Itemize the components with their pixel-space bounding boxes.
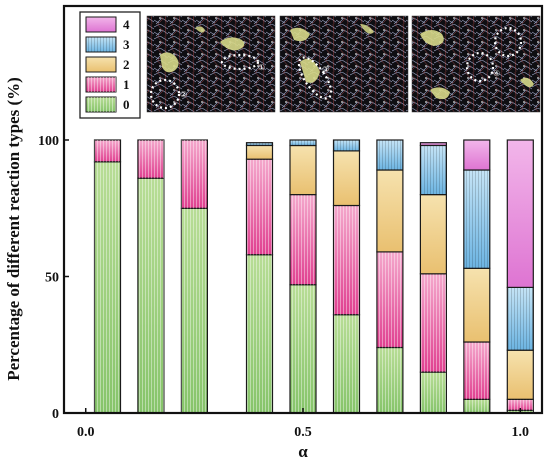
legend-label-2: 2 <box>123 57 130 72</box>
bar-segment-hatch <box>290 194 316 285</box>
bar-segment-hatch <box>333 205 360 315</box>
bar-segment-hatch <box>94 161 121 413</box>
bar-segment-hatch <box>94 140 121 162</box>
legend-swatch-4 <box>85 16 117 33</box>
bar-segment-hatch <box>290 284 316 413</box>
bar-segment-hatch <box>181 140 208 209</box>
y-tick-label: 100 <box>38 134 59 149</box>
bar-segment-hatch <box>333 140 360 151</box>
bar-segment-hatch <box>376 140 403 170</box>
bar-segment-type-2 <box>463 267 491 343</box>
bar-segment-hatch <box>463 342 490 400</box>
inset-tag-2: ① <box>258 63 265 72</box>
inset-images: ② ① ③ ④ <box>146 15 541 113</box>
x-axis-title: α <box>298 442 308 461</box>
inset-tag-3: ③ <box>322 65 329 74</box>
bar-segment-hatch <box>420 372 447 413</box>
bar-segment-hatch <box>507 287 534 351</box>
legend-swatch-hatch <box>86 77 116 92</box>
bar-segment-hatch <box>376 251 403 348</box>
bar-segment-hatch <box>137 140 164 179</box>
bar-segment-hatch <box>246 142 273 146</box>
inset-image-2: ③ <box>279 15 409 113</box>
bar-segment-hatch <box>246 159 273 255</box>
bars-layer <box>93 139 534 414</box>
inset-image-3: ④ <box>411 15 541 113</box>
bar-segment-hatch <box>181 208 208 414</box>
x-tick-label: 1.0 <box>512 425 530 440</box>
y-tick-label: 0 <box>52 407 59 422</box>
legend-swatch-hatch <box>86 97 116 112</box>
y-tick-label: 50 <box>45 271 59 286</box>
inset-image-1: ② ① <box>146 15 276 113</box>
inset-tag-1: ② <box>180 90 187 99</box>
x-tick-label: 0.5 <box>294 425 312 440</box>
bar-segment-hatch <box>420 145 447 195</box>
bar-segment-hatch <box>376 347 403 413</box>
legend-label-0: 0 <box>123 97 130 112</box>
bar-segment-hatch <box>290 140 316 146</box>
bar-segment-hatch <box>137 178 164 413</box>
bar-segment-hatch <box>463 170 490 269</box>
legend-label-4: 4 <box>123 17 130 32</box>
bar-segment-type-2 <box>332 150 361 207</box>
bar-segment-type-4 <box>463 139 491 171</box>
bar-segment-type-2 <box>506 349 534 400</box>
bar-segment-hatch <box>507 399 534 411</box>
bar-segment-type-4 <box>506 139 534 288</box>
legend-swatch-hatch <box>86 37 116 52</box>
legend-swatch-2 <box>85 56 117 73</box>
axis-ticks: 0 50 100 0.0 0.5 1.0 <box>38 134 529 440</box>
bar-segment-type-2 <box>376 169 404 253</box>
bar-segment-hatch <box>463 399 490 413</box>
legend-label-1: 1 <box>123 77 130 92</box>
bar-segment-type-2 <box>419 194 447 275</box>
bar-segment-hatch <box>420 273 447 373</box>
bar-segment-hatch <box>246 254 273 413</box>
y-axis-title: Percentage of different reaction types (… <box>4 77 23 381</box>
legend: 4 3 2 1 0 <box>79 11 141 119</box>
bar-segment-hatch <box>333 314 360 413</box>
inset-tag-4: ④ <box>493 69 500 78</box>
bar-segment-type-2 <box>245 144 274 160</box>
x-tick-label: 0.0 <box>77 425 95 440</box>
legend-label-3: 3 <box>123 37 130 52</box>
bar-segment-type-4 <box>419 142 447 146</box>
bar-segment-type-2 <box>289 144 317 196</box>
